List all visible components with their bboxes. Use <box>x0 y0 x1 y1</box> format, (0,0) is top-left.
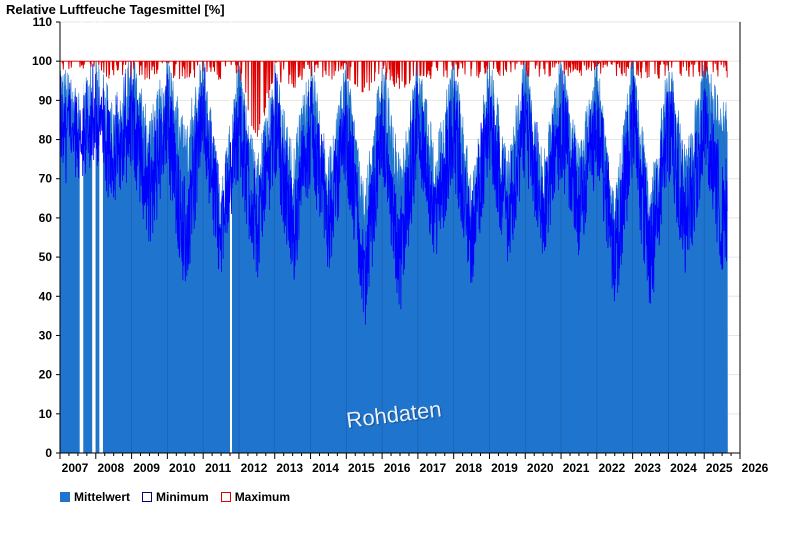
y-tick-label: 90 <box>39 93 53 107</box>
y-tick-label: 50 <box>39 250 53 264</box>
year-dividers <box>95 61 705 453</box>
x-tick-label: 2011 <box>205 461 231 475</box>
y-tick-label: 70 <box>39 172 53 186</box>
x-tick-label: 2008 <box>97 461 124 475</box>
legend-label-mean: Mittelwert <box>74 490 131 504</box>
x-tick-label: 2015 <box>348 461 375 475</box>
x-tick-label: 2010 <box>169 461 196 475</box>
x-tick-label: 2013 <box>276 461 303 475</box>
x-tick-label: 2025 <box>706 461 733 475</box>
x-tick-label: 2012 <box>241 461 268 475</box>
chart-title: Relative Luftfeuche Tagesmittel [%] <box>6 2 225 17</box>
x-tick-label: 2007 <box>62 461 89 475</box>
legend-item-minimum: Minimum <box>142 490 209 504</box>
data-gaps <box>79 22 232 453</box>
legend-label-maximum: Maximum <box>234 490 291 504</box>
data-gap <box>79 22 84 453</box>
x-tick-label: 2021 <box>563 461 590 475</box>
legend: Mittelwert Minimum Maximum <box>60 490 290 504</box>
x-tick-label: 2022 <box>598 461 625 475</box>
legend-item-maximum: Maximum <box>220 490 291 504</box>
y-tick-label: 60 <box>39 211 53 225</box>
y-tick-label: 30 <box>39 328 53 342</box>
legend-label-minimum: Minimum <box>156 490 209 504</box>
data-gap <box>92 22 96 453</box>
data-gap <box>230 22 232 453</box>
minimum-line <box>59 63 728 325</box>
legend-swatch-maximum <box>220 492 231 502</box>
y-tick-label: 80 <box>39 133 53 147</box>
maximum-line <box>60 60 728 137</box>
maximum-series <box>60 60 728 137</box>
x-tick-label: 2020 <box>527 461 554 475</box>
legend-swatch-mean <box>60 492 70 502</box>
x-tick-label: 2016 <box>384 461 411 475</box>
legend-item-mean: Mittelwert <box>60 490 130 504</box>
y-tick-label: 40 <box>39 289 53 303</box>
legend-swatch-minimum <box>142 492 153 502</box>
y-tick-label: 0 <box>45 446 52 460</box>
x-tick-label: 2018 <box>455 461 482 475</box>
x-tick-label: 2019 <box>491 461 518 475</box>
y-tick-label: 110 <box>33 15 53 29</box>
x-tick-label: 2023 <box>634 461 661 475</box>
data-gap <box>99 22 103 453</box>
axes: 0 10 20 30 40 50 60 70 80 90 100 110 2007 2008 2009 201… <box>32 15 769 475</box>
x-tick-label: 2009 <box>133 461 160 475</box>
minimum-series <box>59 63 728 325</box>
y-tick-label: 100 <box>32 54 52 68</box>
x-tick-label: 2014 <box>312 461 339 475</box>
x-tick-label: 2024 <box>670 461 697 475</box>
y-tick-label: 10 <box>39 407 53 421</box>
x-tick-label: 2017 <box>420 461 447 475</box>
x-tick-label: 2026 <box>742 461 769 475</box>
y-tick-label: 20 <box>39 368 53 382</box>
